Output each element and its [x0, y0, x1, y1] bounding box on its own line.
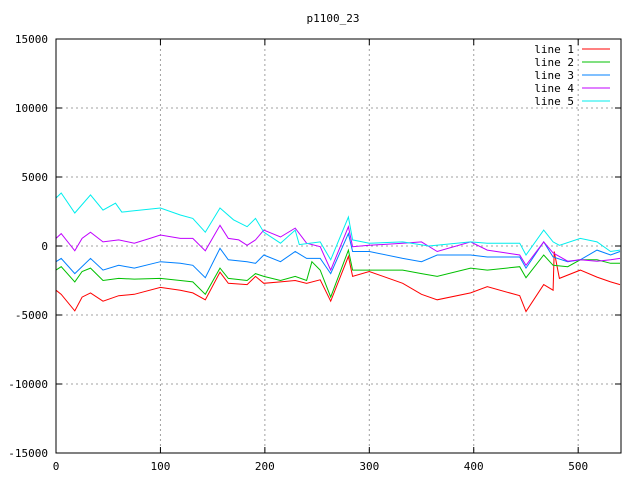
x-tick-label: 400: [464, 460, 484, 473]
plot-frame: [55, 38, 622, 454]
x-tick-label: 200: [255, 460, 275, 473]
chart-title: p1100_23: [307, 12, 360, 25]
y-tick-label: 0: [41, 240, 48, 253]
legend-label-1: line 1: [534, 43, 574, 56]
series-line-5: [55, 192, 621, 261]
x-tick-label: 100: [150, 460, 170, 473]
legend-label-3: line 3: [534, 69, 574, 82]
y-tick-label: 15000: [15, 33, 48, 46]
y-tick-label: -10000: [8, 378, 48, 391]
x-tick-label: 500: [568, 460, 588, 473]
x-tick-label: 300: [359, 460, 379, 473]
legend-label-2: line 2: [534, 56, 574, 69]
x-tick-label: 0: [53, 460, 60, 473]
y-tick-label: 5000: [22, 171, 49, 184]
series-line-4: [55, 224, 621, 272]
grid: [56, 39, 621, 453]
series-lines: [55, 192, 621, 313]
y-tick-label: -5000: [15, 309, 48, 322]
series-line-1: [55, 251, 621, 313]
axis-ticks: 0 100 200 300 400 500 -15000 -10000 -5000 0 5000 10…: [8, 33, 621, 473]
legend-label-5: line 5: [534, 95, 574, 108]
y-tick-label: -15000: [8, 447, 48, 460]
y-tick-label: 10000: [15, 102, 48, 115]
series-line-2: [55, 248, 620, 299]
series-line-3: [55, 232, 621, 279]
legend-label-4: line 4: [534, 82, 574, 95]
